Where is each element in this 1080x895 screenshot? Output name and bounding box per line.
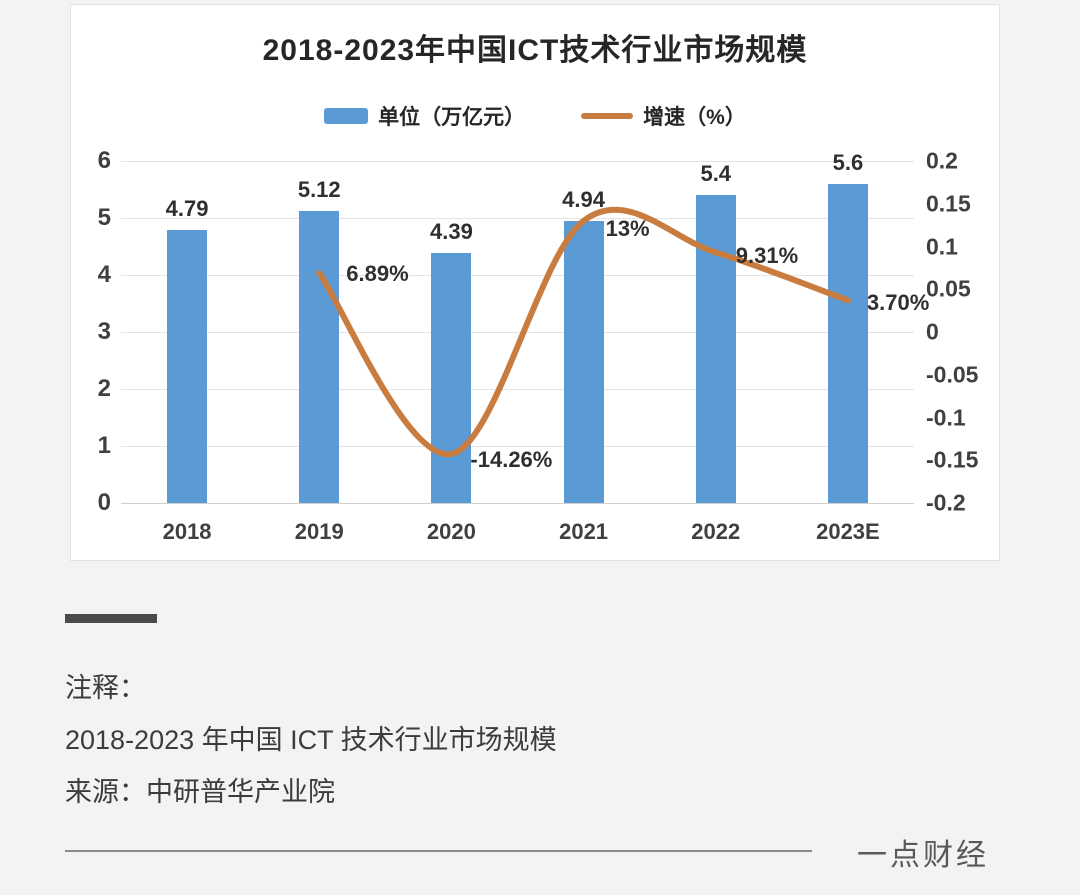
bar-value-label: 5.6 bbox=[832, 149, 864, 175]
bar-value-label: 4.94 bbox=[562, 187, 605, 213]
right-axis-tick: 0.05 bbox=[926, 275, 971, 302]
chart-legend: 单位（万亿元） 增速（%） bbox=[71, 101, 999, 131]
x-axis-label: 2019 bbox=[294, 519, 344, 544]
legend-label-line: 增速（%） bbox=[643, 106, 746, 129]
growth-line-path bbox=[316, 206, 851, 457]
left-axis-tick: 3 bbox=[97, 318, 111, 345]
right-axis-tick: -0.15 bbox=[926, 446, 979, 473]
line-value-label: -14.26% bbox=[470, 446, 553, 472]
line-value-label: 9.31% bbox=[735, 243, 799, 269]
bar-value-label: 4.39 bbox=[429, 218, 473, 244]
right-axis-tick: -0.05 bbox=[926, 361, 979, 388]
bar-value-label: 5.4 bbox=[700, 161, 732, 187]
right-axis-tick: -0.2 bbox=[926, 489, 966, 516]
right-axis-tick: 0.2 bbox=[926, 147, 958, 174]
bar-value-label: 5.12 bbox=[297, 177, 341, 203]
x-axis-label: 2021 bbox=[559, 519, 609, 544]
left-axis-tick: 2 bbox=[97, 375, 111, 402]
line-value-label: 3.70% bbox=[866, 290, 930, 316]
chart-title: 2018-2023年中国ICT技术行业市场规模 bbox=[262, 34, 808, 67]
x-axis-label: 2022 bbox=[691, 519, 741, 544]
chart-plot: 0 1 2 3 4 5 6 0.2 0.15 0.1 0.05 0 -0.05 -0.1 -0.15 -0.2… bbox=[71, 5, 999, 560]
note-line-source: 来源：中研普华产业院 bbox=[65, 777, 335, 807]
left-axis-tick: 5 bbox=[97, 204, 111, 231]
bar-2023E bbox=[827, 183, 868, 503]
note-line-title: 2018-2023 年中国 ICT 技术行业市场规模 bbox=[65, 725, 557, 755]
left-axis-tick: 4 bbox=[97, 261, 111, 288]
line-value-label: 13% bbox=[605, 215, 650, 241]
right-axis-tick: 0.1 bbox=[926, 233, 958, 259]
left-axis-tick: 6 bbox=[97, 147, 111, 174]
x-axis-label: 2018 bbox=[162, 519, 212, 544]
gridline bbox=[121, 332, 914, 333]
gridline bbox=[121, 446, 914, 447]
notes: 注释： 2018-2023 年中国 ICT 技术行业市场规模 来源：中研普华产业… bbox=[65, 662, 965, 818]
left-axis-tick: 1 bbox=[97, 432, 111, 459]
left-axis-tick: 0 bbox=[97, 489, 111, 516]
growth-line bbox=[316, 206, 851, 457]
legend-item-line: 增速（%） bbox=[581, 101, 746, 131]
legend-label-bar: 单位（万亿元） bbox=[378, 106, 526, 129]
note-label: 注释： bbox=[65, 673, 146, 703]
right-axis-tick: 0.15 bbox=[926, 190, 971, 217]
x-axis-label: 2023E bbox=[816, 519, 880, 544]
bar-swatch-icon bbox=[324, 108, 369, 124]
right-axis-tick: -0.1 bbox=[926, 404, 966, 430]
x-axis-label: 2020 bbox=[426, 519, 476, 544]
gridline bbox=[121, 503, 914, 504]
gridline bbox=[121, 389, 914, 390]
bar-2021 bbox=[563, 221, 604, 503]
legend-item-bar: 单位（万亿元） bbox=[324, 101, 525, 131]
bar-2020 bbox=[431, 252, 472, 503]
footer-divider bbox=[65, 850, 812, 852]
footer-brand: 一点财经 bbox=[857, 839, 989, 872]
bar-value-label: 4.79 bbox=[165, 195, 209, 221]
gridline bbox=[121, 275, 914, 276]
bar-2018 bbox=[167, 229, 208, 503]
gridline bbox=[121, 161, 914, 162]
right-axis-tick: 0 bbox=[926, 318, 939, 345]
chart-panel: 2018-2023年中国ICT技术行业市场规模 单位（万亿元） 增速（%） 0 1… bbox=[70, 4, 1000, 561]
note-dash bbox=[65, 614, 157, 623]
line-value-label: 6.89% bbox=[346, 261, 409, 287]
line-swatch-icon bbox=[581, 113, 634, 119]
gridline bbox=[121, 218, 914, 219]
bar-2019 bbox=[299, 211, 340, 503]
